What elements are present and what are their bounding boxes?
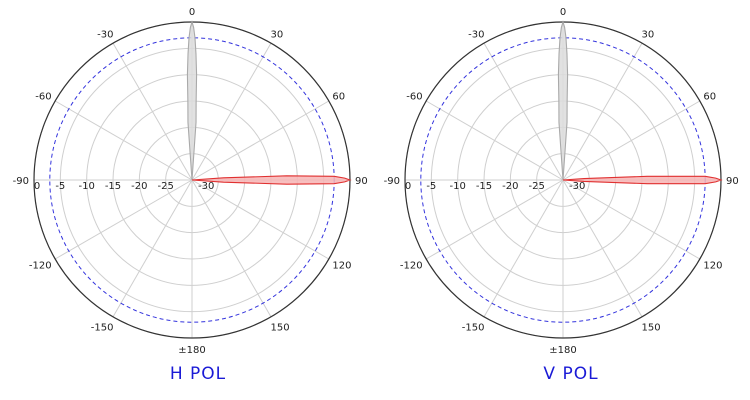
grid-spoke <box>191 179 330 260</box>
angle-tick-label: 60 <box>703 92 716 103</box>
v-pol-panel: 0 30 60 90 120 150 ±180 -150 -120 -90 -60 -30 0 -5 -10… <box>384 7 739 356</box>
angle-tick-label: 90 <box>726 176 739 187</box>
radial-tick-label: -20 <box>131 181 147 192</box>
grid-spoke <box>425 179 564 260</box>
grid-spoke <box>483 42 564 181</box>
radial-tick-label: -5 <box>55 181 65 192</box>
angle-tick-label: 60 <box>332 92 345 103</box>
angle-tick-label: 150 <box>642 322 661 333</box>
angle-tick-label: -90 <box>13 176 29 187</box>
angle-tick-label: -120 <box>29 261 52 272</box>
radial-tick-label: -10 <box>449 181 465 192</box>
radial-tick-label: -10 <box>78 181 94 192</box>
grid-spoke <box>562 100 701 181</box>
main-lobe-gray <box>186 20 198 181</box>
grid-spoke <box>54 100 193 181</box>
angle-tick-label: -30 <box>468 30 484 41</box>
angle-tick-label: 90 <box>355 176 368 187</box>
radial-tick-label: -15 <box>105 181 121 192</box>
angle-tick-label: 0 <box>560 7 566 18</box>
grid-spoke <box>483 179 564 318</box>
angle-tick-label: -120 <box>400 261 423 272</box>
grid-spoke <box>562 179 701 260</box>
radial-tick-label: -30 <box>198 181 214 192</box>
radial-tick-label: -20 <box>502 181 518 192</box>
grid-spoke <box>112 179 193 318</box>
angle-tick-label: 150 <box>271 322 290 333</box>
angle-tick-label: -150 <box>91 322 114 333</box>
radial-tick-label: 0 <box>34 181 40 192</box>
grid-spoke <box>191 42 272 181</box>
radial-tick-label: -25 <box>157 181 173 192</box>
angle-tick-label: 30 <box>271 30 284 41</box>
main-lobe-red <box>562 175 723 185</box>
grid-spoke <box>562 179 643 318</box>
angle-tick-label: ±180 <box>178 345 205 356</box>
radial-tick-label: -5 <box>426 181 436 192</box>
angle-tick-label: 30 <box>642 30 655 41</box>
h-pol-title: H POL <box>170 364 226 384</box>
angle-tick-label: -30 <box>97 30 113 41</box>
angle-tick-label: 120 <box>703 261 722 272</box>
grid-spoke <box>425 100 564 181</box>
grid-spoke <box>54 179 193 260</box>
v-pol-title: V POL <box>543 364 598 384</box>
angle-tick-label: -60 <box>406 92 422 103</box>
radial-tick-label: -25 <box>528 181 544 192</box>
angle-tick-label: 120 <box>332 261 351 272</box>
radial-tick-label: 0 <box>405 181 411 192</box>
main-lobe-red <box>191 175 352 185</box>
angle-tick-label: 0 <box>189 7 195 18</box>
grid-spoke <box>112 42 193 181</box>
main-lobe-gray <box>557 20 569 181</box>
radial-tick-label: -15 <box>476 181 492 192</box>
grid-spoke <box>562 42 643 181</box>
angle-tick-label: -60 <box>35 92 51 103</box>
h-pol-panel: 0 30 60 90 120 150 ±180 -150 -120 -90 -60 -30 0 -5 -10… <box>13 7 368 356</box>
angle-tick-label: ±180 <box>549 345 576 356</box>
angle-tick-label: -90 <box>384 176 400 187</box>
grid-spoke <box>191 179 272 318</box>
angle-tick-label: -150 <box>462 322 485 333</box>
radial-tick-label: -30 <box>569 181 585 192</box>
grid-spoke <box>191 100 330 181</box>
